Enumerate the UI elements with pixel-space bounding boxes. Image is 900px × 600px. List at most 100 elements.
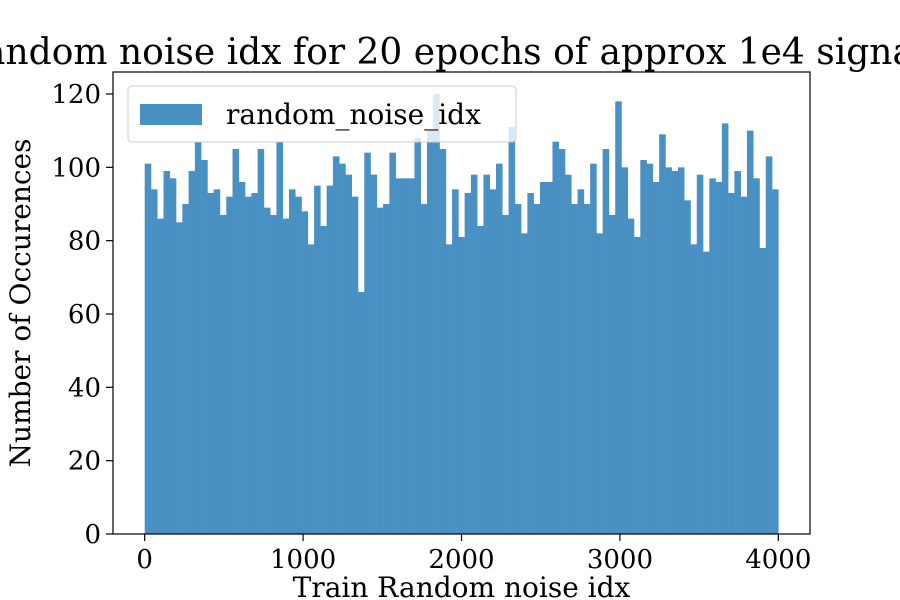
histogram-bar xyxy=(376,207,384,534)
histogram-bar xyxy=(746,130,754,534)
histogram-bar xyxy=(634,237,641,534)
histogram-bar xyxy=(144,163,152,534)
histogram-bar xyxy=(182,204,189,534)
histogram-bar xyxy=(188,171,196,534)
y-tick-label: 40 xyxy=(68,373,101,403)
histogram-bar xyxy=(383,204,390,534)
histogram-bar xyxy=(753,178,760,535)
histogram-bar xyxy=(194,141,202,534)
y-tick-label: 20 xyxy=(68,447,101,477)
histogram-bar xyxy=(238,182,246,534)
histogram-bar xyxy=(671,171,679,534)
histogram-bar xyxy=(489,189,497,535)
histogram-bar xyxy=(433,94,440,534)
histogram-bar xyxy=(521,233,528,535)
histogram-bar xyxy=(552,141,560,534)
histogram-bar xyxy=(219,215,227,534)
histogram-bar xyxy=(728,193,735,534)
histogram-bar xyxy=(232,149,240,534)
histogram-bar xyxy=(389,152,396,534)
x-tick-label: 2000 xyxy=(428,545,494,575)
histogram-bar xyxy=(307,244,315,535)
y-tick-label: 60 xyxy=(68,300,101,330)
histogram-bar xyxy=(696,174,704,534)
legend-swatch xyxy=(140,104,202,125)
histogram-bar xyxy=(295,196,302,534)
histogram-bar xyxy=(452,189,459,535)
x-axis-ticks: 0 1000 2000 3000 4000 xyxy=(136,534,811,575)
histogram-bar xyxy=(314,185,321,534)
plot-frame xyxy=(112,71,811,535)
histogram-bar xyxy=(257,149,265,534)
histogram-bar xyxy=(288,189,296,535)
x-axis-label: Train Random noise idx xyxy=(293,571,631,600)
histogram-bar xyxy=(345,174,353,534)
histogram-bar xyxy=(464,193,472,534)
histogram-bar xyxy=(665,167,672,535)
histogram-bar xyxy=(439,149,447,534)
histogram-bar xyxy=(659,134,666,535)
histogram-bar xyxy=(226,196,233,534)
x-tick-label: 1000 xyxy=(270,545,336,575)
histogram-bar xyxy=(332,156,340,535)
histogram-bar xyxy=(502,215,509,534)
x-tick-label: 3000 xyxy=(587,545,653,575)
histogram-bar xyxy=(703,251,710,534)
histogram-bar xyxy=(458,237,465,534)
histogram-bar xyxy=(477,226,484,534)
histogram-bar xyxy=(470,174,478,534)
histogram-bar xyxy=(565,174,572,534)
y-tick-label: 0 xyxy=(84,520,101,550)
histogram-bar xyxy=(539,182,547,534)
histogram-bar xyxy=(765,156,773,535)
histogram-bar xyxy=(590,163,597,534)
histogram-bar xyxy=(420,204,428,534)
histogram-bar xyxy=(602,149,610,534)
legend: random_noise_idx xyxy=(127,85,517,143)
histogram-bar xyxy=(740,196,748,534)
y-axis-ticks: 0 20 40 60 80 100 120 xyxy=(51,80,113,550)
histogram-bar xyxy=(251,193,258,534)
histogram-bar xyxy=(157,218,164,534)
histogram-bar xyxy=(364,152,371,534)
histogram-bar xyxy=(270,215,277,534)
histogram-bar xyxy=(715,182,723,534)
legend-box xyxy=(127,85,517,143)
histogram-bar xyxy=(577,189,585,535)
histogram-bar xyxy=(496,163,503,534)
histogram-bar xyxy=(721,123,729,534)
legend-label: random_noise_idx xyxy=(226,98,481,131)
histogram-bar xyxy=(445,244,453,535)
histogram-bar xyxy=(615,101,622,534)
histogram-bar xyxy=(759,248,767,534)
histogram-bar xyxy=(709,178,716,535)
histogram-bar xyxy=(583,204,591,534)
histogram-bar xyxy=(207,193,214,534)
y-tick-label: 100 xyxy=(51,153,101,183)
histogram-bar xyxy=(426,130,434,534)
histogram-bar xyxy=(621,167,629,535)
y-tick-label: 120 xyxy=(51,80,101,110)
histogram-bar xyxy=(533,204,541,534)
histogram-bar xyxy=(508,127,516,534)
histogram-bar xyxy=(414,138,422,534)
histogram-bar xyxy=(558,149,566,534)
histogram-bar xyxy=(282,218,290,534)
histogram-bar xyxy=(339,163,346,534)
histogram-bar xyxy=(627,218,635,534)
histogram-bar xyxy=(301,211,309,535)
bar-group xyxy=(144,94,779,535)
chart-title: Random noise idx for 20 epochs of approx… xyxy=(0,32,900,73)
x-tick-label: 0 xyxy=(136,545,153,575)
histogram-bar xyxy=(652,182,660,534)
histogram-bar xyxy=(596,233,603,535)
histogram-bar xyxy=(734,171,741,534)
histogram-bar xyxy=(357,292,365,534)
histogram-bar xyxy=(677,167,685,535)
histogram-bar xyxy=(483,174,491,534)
histogram-bar xyxy=(163,171,171,534)
histogram-bar xyxy=(276,141,284,534)
histogram-bar xyxy=(514,204,522,534)
histogram-bar xyxy=(408,178,415,535)
